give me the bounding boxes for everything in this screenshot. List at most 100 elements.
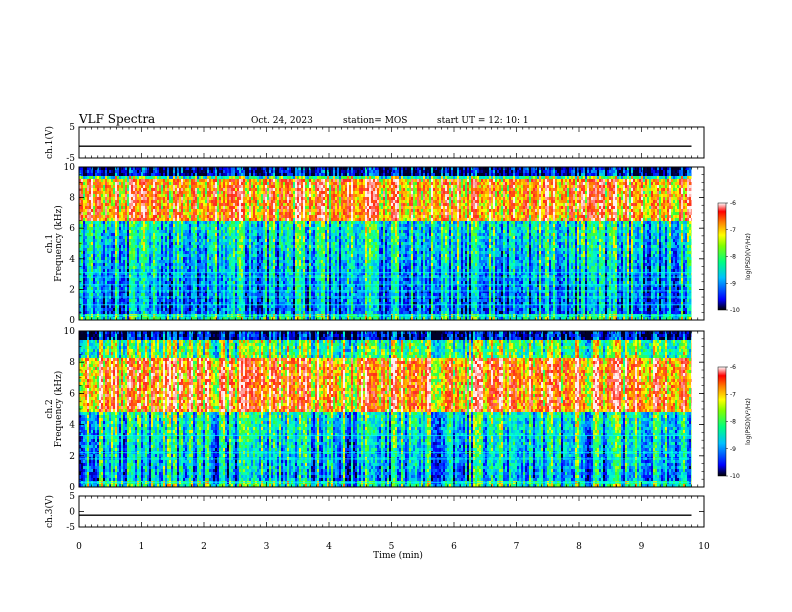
spectrogram-cell: [257, 179, 259, 182]
spectrogram-cell: [123, 299, 125, 302]
y-tick-label: 5: [69, 123, 75, 133]
spectrogram-cell: [181, 239, 183, 242]
spectrogram-cell: [181, 290, 183, 293]
spectrogram-cell: [119, 182, 121, 185]
spectrogram-cell: [257, 266, 259, 269]
spectrogram-cell: [109, 197, 111, 200]
spectrogram-cell: [119, 203, 121, 206]
spectrogram-cell: [187, 251, 189, 254]
spectrogram-cell: [145, 302, 147, 305]
spectrogram-cell: [265, 179, 267, 182]
spectrogram-cell: [127, 245, 129, 248]
spectrogram-cell: [195, 281, 197, 284]
spectrogram-cell: [273, 239, 275, 242]
spectrogram-cell: [179, 275, 181, 278]
spectrogram-cell: [91, 311, 93, 314]
spectrogram-cell: [227, 242, 229, 245]
spectrogram-cell: [229, 185, 231, 188]
spectrogram-cell: [169, 218, 171, 221]
spectrogram-cell: [137, 212, 139, 215]
spectrogram-cell: [253, 302, 255, 305]
spectrogram-cell: [123, 317, 125, 320]
spectrogram-cell: [177, 167, 179, 170]
spectrogram-cell: [211, 242, 213, 245]
spectrogram-cell: [193, 239, 195, 242]
spectrogram-cell: [171, 266, 173, 269]
spectrogram-cell: [183, 182, 185, 185]
spectrogram-cell: [191, 260, 193, 263]
spectrogram-cell: [209, 308, 211, 311]
spectrogram-cell: [217, 248, 219, 251]
spectrogram-cell: [173, 230, 175, 233]
spectrogram-cell: [217, 197, 219, 200]
spectrogram-cell: [189, 299, 191, 302]
spectrogram-cell: [89, 299, 91, 302]
spectrogram-cell: [197, 233, 199, 236]
spectrogram-cell: [243, 176, 245, 179]
spectrogram-cell: [257, 191, 259, 194]
spectrogram-cell: [247, 275, 249, 278]
spectrogram-cell: [133, 239, 135, 242]
spectrogram-cell: [137, 254, 139, 257]
spectrogram-cell: [155, 227, 157, 230]
spectrogram-cell: [193, 257, 195, 260]
spectrogram-cell: [215, 263, 217, 266]
spectrogram-cell: [217, 311, 219, 314]
spectrogram-cell: [215, 245, 217, 248]
spectrogram-cell: [269, 233, 271, 236]
spectrogram-cell: [177, 290, 179, 293]
spectrogram-cell: [233, 218, 235, 221]
spectrogram-cell: [147, 311, 149, 314]
spectrogram-cell: [123, 239, 125, 242]
spectrogram-cell: [193, 293, 195, 296]
spectrogram-cell: [101, 206, 103, 209]
spectrogram-cell: [113, 221, 115, 224]
spectrogram-cell: [129, 269, 131, 272]
spectrogram-cell: [81, 173, 83, 176]
spectrogram-cell: [153, 260, 155, 263]
spectrogram-cell: [143, 230, 145, 233]
spectrogram-cell: [95, 308, 97, 311]
spectrogram-cell: [109, 218, 111, 221]
spectrogram-cell: [241, 230, 243, 233]
spectrogram-cell: [259, 251, 261, 254]
spectrogram-cell: [197, 170, 199, 173]
spectrogram-cell: [255, 281, 257, 284]
spectrogram-cell: [167, 200, 169, 203]
spectrogram-cell: [97, 233, 99, 236]
spectrogram-cell: [91, 251, 93, 254]
spectrogram-cell: [187, 242, 189, 245]
spectrogram-cell: [209, 173, 211, 176]
spectrogram-cell: [181, 170, 183, 173]
spectrogram-cell: [143, 266, 145, 269]
spectrogram-cell: [141, 302, 143, 305]
spectrogram-cell: [217, 203, 219, 206]
spectrogram-cell: [269, 263, 271, 266]
spectrogram-cell: [271, 167, 273, 170]
spectrogram-cell: [237, 218, 239, 221]
spectrogram-cell: [221, 311, 223, 314]
spectrogram-cell: [135, 281, 137, 284]
spectrogram-cell: [107, 260, 109, 263]
spectrogram-cell: [223, 230, 225, 233]
spectrogram-cell: [245, 278, 247, 281]
spectrogram-cell: [93, 170, 95, 173]
spectrogram-cell: [91, 302, 93, 305]
spectrogram-cell: [97, 254, 99, 257]
spectrogram-cell: [145, 239, 147, 242]
spectrogram-cell: [133, 251, 135, 254]
spectrogram-cell: [181, 233, 183, 236]
spectrogram-cell: [207, 281, 209, 284]
spectrogram-cell: [223, 239, 225, 242]
spectrogram-cell: [177, 233, 179, 236]
spectrogram-cell: [83, 233, 85, 236]
spectrogram-cell: [209, 266, 211, 269]
spectrogram-cell: [181, 299, 183, 302]
spectrogram-cell: [271, 170, 273, 173]
spectrogram-cell: [99, 215, 101, 218]
spectrogram-cell: [231, 188, 233, 191]
spectrogram-cell: [87, 227, 89, 230]
spectrogram-cell: [215, 272, 217, 275]
spectrogram-cell: [147, 302, 149, 305]
spectrogram-cell: [225, 224, 227, 227]
